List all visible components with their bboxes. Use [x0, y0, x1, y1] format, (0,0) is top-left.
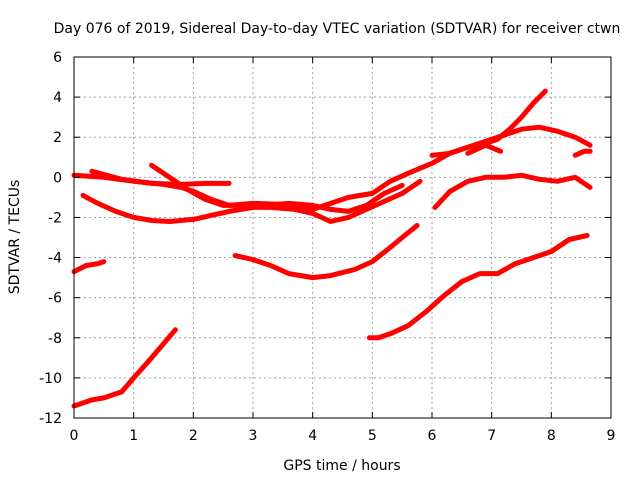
y-tick-label: 2 — [53, 130, 62, 146]
y-tick-label: -8 — [48, 331, 62, 347]
series-line-track-6 — [149, 162, 405, 214]
y-tick-label: -12 — [39, 411, 62, 427]
series-line-track-7 — [429, 88, 548, 158]
y-tick-label: -10 — [39, 371, 62, 387]
y-axis-label: SDTVAR / TECUs — [7, 180, 23, 295]
plot-frame — [73, 56, 612, 419]
y-tick-label: -6 — [48, 291, 62, 307]
x-tick-label: 4 — [308, 428, 317, 444]
x-tick-label: 1 — [129, 428, 138, 444]
x-axis-label: GPS time / hours — [283, 458, 400, 474]
x-tick-label: 6 — [428, 428, 437, 444]
chart-title: Day 076 of 2019, Sidereal Day-to-day VTE… — [54, 21, 621, 37]
x-tick-label: 8 — [547, 428, 556, 444]
series-line-track-10 — [432, 172, 593, 210]
x-tick-label: 9 — [607, 428, 616, 444]
y-tick-label: 4 — [53, 90, 62, 106]
x-tick-label: 5 — [368, 428, 377, 444]
y-tick-label: 0 — [53, 170, 62, 186]
series-line-track-1 — [71, 327, 178, 409]
series-line-track-4 — [71, 124, 593, 212]
axis-ticks: 0 1 2 3 4 5 6 7 8 9 -12 -10 -8 -6 -4 -2 0 2 4 6 — [39, 50, 615, 444]
y-tick-label: -2 — [48, 210, 62, 226]
x-tick-label: 0 — [70, 428, 79, 444]
data-series — [71, 88, 593, 409]
series-line-track-5 — [89, 168, 232, 187]
series-line-track-9 — [572, 148, 593, 158]
x-tick-label: 7 — [487, 428, 496, 444]
x-tick-label: 3 — [249, 428, 258, 444]
y-tick-label: 6 — [53, 50, 62, 66]
grid-lines — [74, 57, 611, 418]
series-line-track-12 — [366, 233, 590, 341]
x-tick-label: 2 — [189, 428, 198, 444]
series-line-track-11 — [232, 223, 420, 281]
series-line-track-8 — [465, 142, 504, 156]
y-tick-label: -4 — [48, 251, 62, 267]
series-line-track-2 — [71, 259, 107, 275]
